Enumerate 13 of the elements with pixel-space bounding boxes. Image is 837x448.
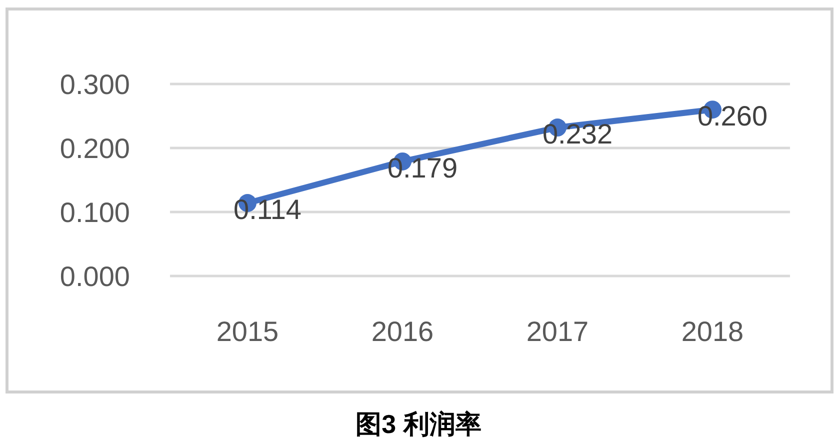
x-tick-label: 2015 (216, 316, 279, 347)
y-tick-label: 0.200 (60, 132, 130, 164)
data-label: 0.114 (234, 194, 302, 226)
y-tick-label: 0.000 (60, 260, 130, 292)
y-tick-label: 0.100 (60, 196, 130, 228)
data-label: 0.179 (387, 152, 458, 184)
x-tick-label: 2017 (526, 316, 589, 347)
data-label: 0.260 (697, 100, 768, 132)
data-label: 0.232 (542, 118, 613, 150)
y-tick-label: 0.300 (60, 68, 130, 100)
x-tick-label: 2016 (371, 316, 434, 347)
text: 图3 利润率 (356, 409, 482, 439)
x-tick-label: 2018 (681, 316, 744, 347)
